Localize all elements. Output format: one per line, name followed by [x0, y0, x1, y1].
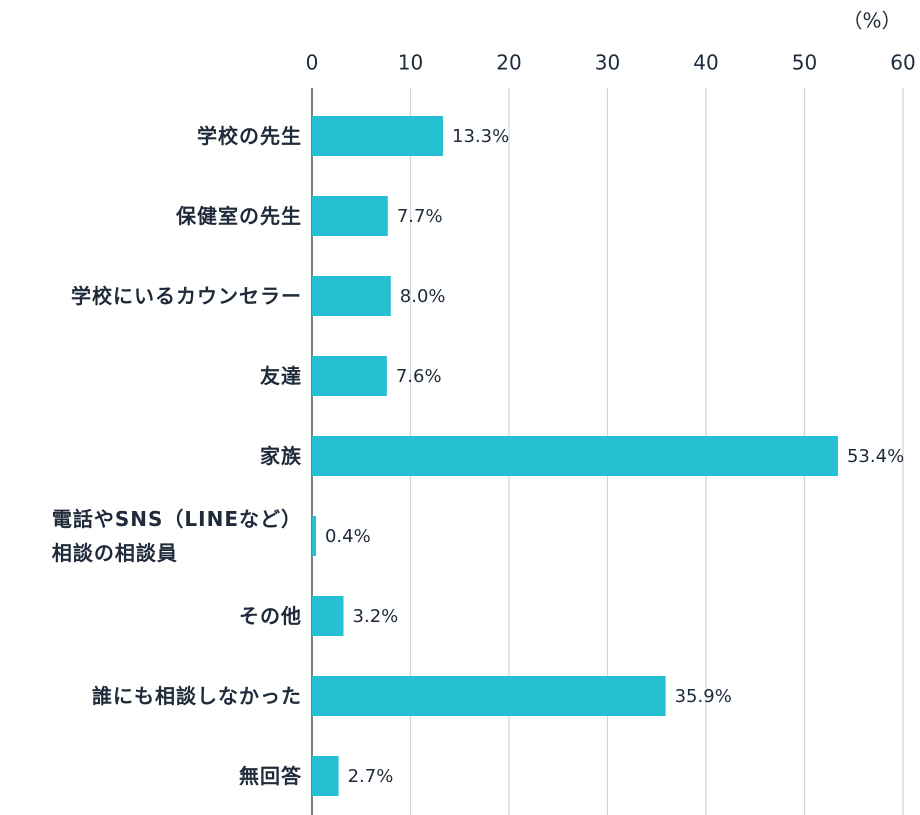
bar — [312, 116, 444, 156]
category-label-box: 学校にいるカウンセラー — [71, 279, 302, 313]
x-tick-label: 30 — [595, 51, 620, 75]
category-label-box: 誰にも相談しなかった — [92, 679, 302, 713]
y-tick-label: 誰にも相談しなかった — [92, 684, 302, 708]
x-tick-label: 10 — [398, 51, 423, 75]
bar — [312, 516, 316, 556]
y-tick-label: 無回答 — [239, 764, 302, 788]
category-label-box: 電話やSNS（LINEなど） 相談の相談員 — [52, 502, 302, 570]
category-label-box: 友達 — [260, 359, 302, 393]
category-label-box: 学校の先生 — [197, 119, 302, 153]
x-tick-label: 60 — [890, 51, 915, 75]
value-label: 3.2% — [353, 606, 399, 627]
y-tick-label: 友達 — [260, 364, 302, 388]
category-label-box: 無回答 — [239, 759, 302, 793]
x-tick-label: 40 — [693, 51, 718, 75]
bar — [312, 436, 838, 476]
y-tick-label: 家族 — [260, 444, 302, 468]
x-tick-label: 50 — [792, 51, 817, 75]
value-label: 8.0% — [400, 286, 446, 307]
value-label: 53.4% — [847, 446, 904, 467]
value-label: 2.7% — [348, 766, 394, 787]
bar — [312, 676, 666, 716]
value-label: 7.7% — [397, 206, 443, 227]
category-label-box: 家族 — [260, 439, 302, 473]
y-tick-label: 電話やSNS（LINEなど） 相談の相談員 — [51, 507, 302, 565]
x-tick-label: 0 — [306, 51, 319, 75]
x-tick-label: 20 — [496, 51, 521, 75]
bar — [312, 276, 391, 316]
bar — [312, 356, 387, 396]
y-tick-label: 保健室の先生 — [176, 204, 302, 228]
value-label: 13.3% — [452, 126, 509, 147]
value-label: 7.6% — [396, 366, 442, 387]
category-label-box: 保健室の先生 — [176, 199, 302, 233]
bar — [312, 596, 344, 636]
bar — [312, 196, 388, 236]
value-label: 0.4% — [325, 526, 371, 547]
category-label-box: その他 — [239, 599, 302, 633]
bar — [312, 756, 339, 796]
y-tick-label: 学校の先生 — [197, 124, 302, 148]
value-label: 35.9% — [675, 686, 732, 707]
y-tick-label: 学校にいるカウンセラー — [71, 284, 302, 308]
y-tick-label: その他 — [239, 604, 302, 628]
unit-label: （%） — [842, 9, 901, 33]
